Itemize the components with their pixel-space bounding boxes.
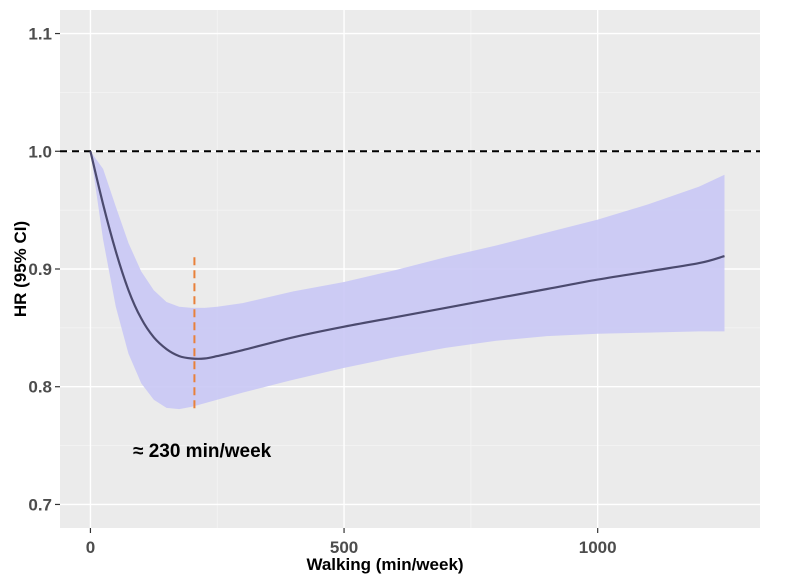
y-axis-title: HR (95% CI) <box>11 221 30 317</box>
y-tick-label: 1.1 <box>28 25 52 44</box>
confidence-band <box>90 151 725 410</box>
threshold-annotation: ≈ 230 min/week <box>133 441 272 462</box>
hr-curve <box>89 151 725 360</box>
y-tick-label: 0.9 <box>28 260 52 279</box>
y-tick-label: 0.8 <box>28 378 52 397</box>
x-tick-label: 500 <box>330 538 358 557</box>
y-tick-label: 1.0 <box>28 142 52 161</box>
axis-ticks: 0 500 1000 0.7 0.8 0.9 1.0 1.1 <box>28 25 616 557</box>
x-axis-title: Walking (min/week) <box>306 555 463 574</box>
x-tick-label: 1000 <box>579 538 617 557</box>
x-tick-label: 0 <box>86 538 95 557</box>
y-tick-label: 0.7 <box>28 495 52 514</box>
